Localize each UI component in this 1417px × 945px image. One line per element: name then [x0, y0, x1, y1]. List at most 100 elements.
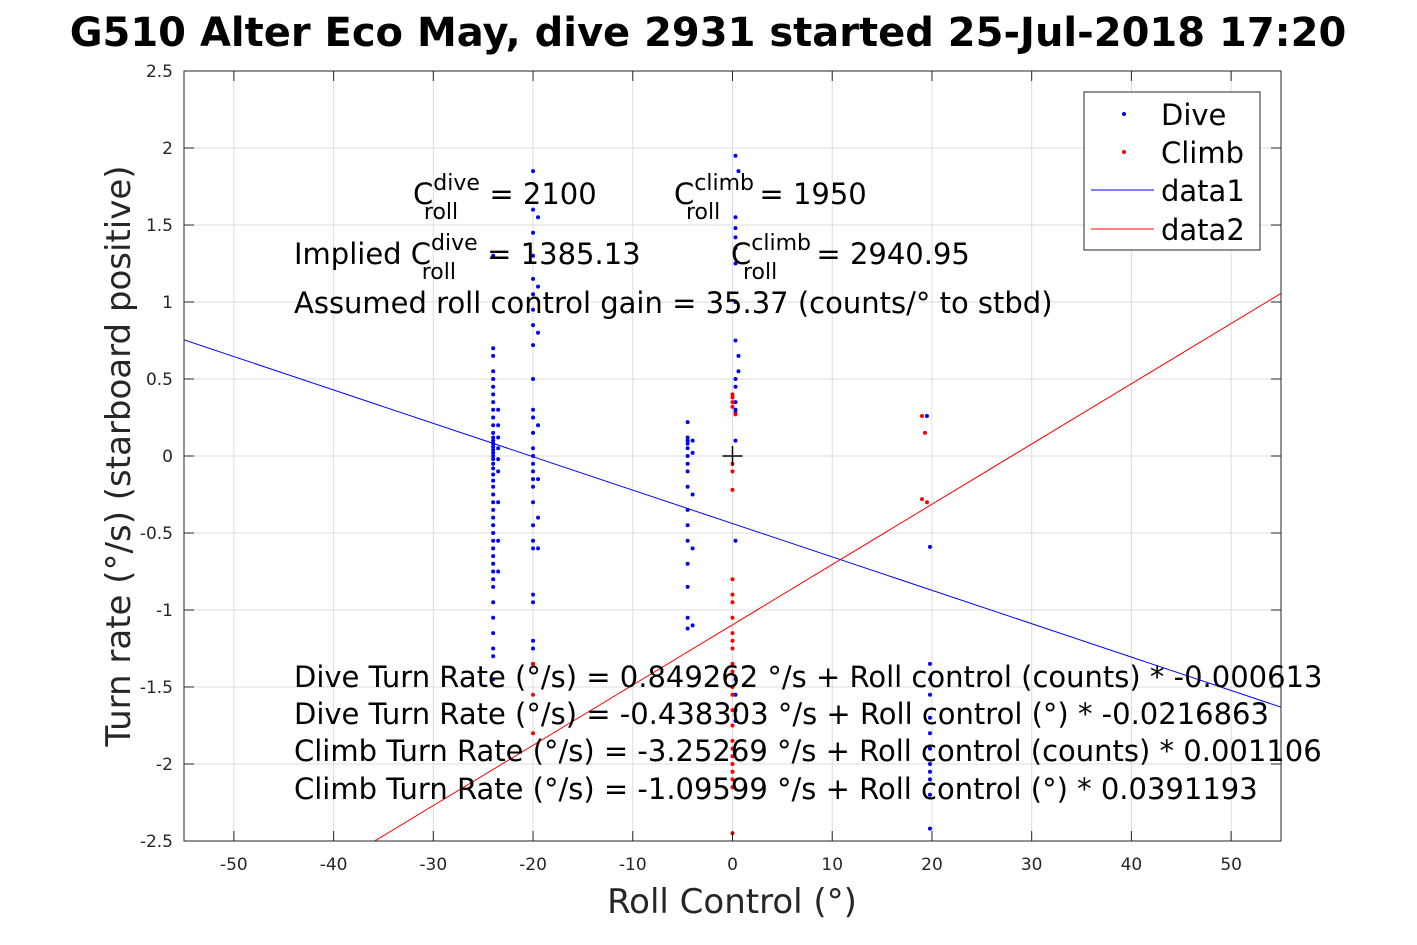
equation-dive-counts: Dive Turn Rate (°/s) = 0.849262 °/s + Ro… [294, 660, 1322, 694]
x-tick-label: -40 [320, 855, 348, 875]
point-dive [927, 826, 932, 831]
point-dive [733, 677, 738, 682]
y-tick-label: -2 [156, 755, 173, 775]
point-dive [733, 226, 738, 231]
x-tick-label: -30 [419, 855, 447, 875]
point-dive [496, 423, 501, 428]
point-dive [491, 484, 496, 489]
point-dive [491, 478, 496, 483]
point-dive [685, 584, 690, 589]
point-dive [685, 561, 690, 566]
point-dive [927, 692, 932, 697]
point-dive [736, 369, 741, 374]
point-dive [491, 407, 496, 412]
point-climb [730, 762, 735, 766]
point-dive [491, 369, 496, 374]
point-dive [531, 407, 536, 412]
point-dive [733, 153, 738, 158]
equation-dive-degrees: Dive Turn Rate (°/s) = -0.438303 °/s + R… [294, 697, 1269, 731]
x-tick-label: 20 [921, 855, 943, 875]
point-climb [730, 600, 735, 605]
legend: Dive Climb data1 data2 [1083, 91, 1261, 251]
point-dive [531, 500, 536, 505]
point-dive [496, 446, 501, 451]
point-dive [491, 561, 496, 566]
y-tick-label: -1.5 [140, 678, 173, 698]
point-dive [531, 477, 536, 482]
point-dive [531, 638, 536, 643]
point-dive [491, 569, 496, 574]
point-dive [690, 623, 695, 628]
point-climb [730, 487, 735, 492]
point-dive [685, 626, 690, 631]
equation-climb-degrees: Climb Turn Rate (°/s) = -1.09599 °/s + R… [294, 772, 1258, 806]
point-dive [491, 454, 496, 458]
point-dive [927, 769, 932, 774]
legend-climb-label: Climb [1161, 136, 1244, 170]
point-climb [730, 615, 735, 620]
point-climb [730, 692, 735, 697]
point-dive [531, 323, 536, 328]
point-dive [491, 415, 496, 420]
point-dive [491, 507, 496, 512]
legend-dive-label: Dive [1161, 98, 1226, 132]
point-dive [531, 169, 536, 174]
point-climb [922, 430, 927, 435]
point-dive [491, 430, 496, 435]
point-dive [531, 207, 536, 212]
point-climb [730, 708, 735, 713]
y-tick-label: 1.5 [146, 216, 173, 236]
point-dive [536, 546, 541, 551]
point-climb [730, 638, 735, 643]
point-dive [531, 343, 536, 348]
point-dive [927, 792, 932, 797]
point-dive [491, 392, 496, 397]
chart-title: G510 Alter Eco May, dive 2931 started 25… [70, 10, 1347, 56]
point-dive [491, 554, 496, 559]
point-climb [730, 754, 735, 759]
point-dive [927, 544, 932, 549]
point-dive [496, 569, 501, 574]
point-climb [730, 469, 735, 474]
y-tick-label: 2.5 [146, 62, 173, 82]
point-climb [924, 500, 929, 505]
point-dive [690, 438, 695, 443]
c-dive-annotation: Cdive roll = 2100 [413, 171, 597, 225]
point-dive [685, 507, 690, 512]
point-dive [491, 435, 496, 440]
point-dive [491, 515, 496, 520]
point-dive [491, 615, 496, 620]
point-dive [491, 346, 496, 351]
point-dive [491, 472, 496, 477]
point-dive [496, 435, 501, 440]
point-dive [733, 718, 738, 723]
point-dive [491, 461, 496, 466]
point-dive [491, 377, 496, 381]
legend-box [1083, 91, 1261, 251]
point-dive [733, 438, 738, 443]
point-dive [491, 400, 496, 405]
point-dive [733, 338, 738, 343]
point-climb [730, 661, 735, 666]
point-dive [491, 423, 496, 428]
point-dive [685, 435, 690, 440]
x-tick-label: 0 [727, 855, 738, 875]
point-dive [733, 300, 738, 304]
point-dive [531, 546, 536, 551]
point-climb [730, 646, 735, 651]
point-dive [531, 377, 536, 381]
point-dive [491, 531, 496, 535]
point-dive [927, 762, 932, 766]
point-dive [491, 546, 496, 551]
fit-lines [184, 292, 1281, 841]
c-climb-annotation: Cclimb roll = 1950 [674, 171, 867, 225]
point-dive [491, 450, 496, 455]
point-dive [491, 677, 496, 682]
point-climb [730, 592, 735, 597]
y-tick-label: -0.5 [140, 524, 173, 544]
point-dive [491, 492, 496, 497]
point-dive [536, 330, 541, 335]
point-dive [491, 466, 496, 471]
implied-dive-annotation: Implied Cdive roll = 1385.13 [294, 231, 641, 285]
point-dive [924, 413, 929, 418]
